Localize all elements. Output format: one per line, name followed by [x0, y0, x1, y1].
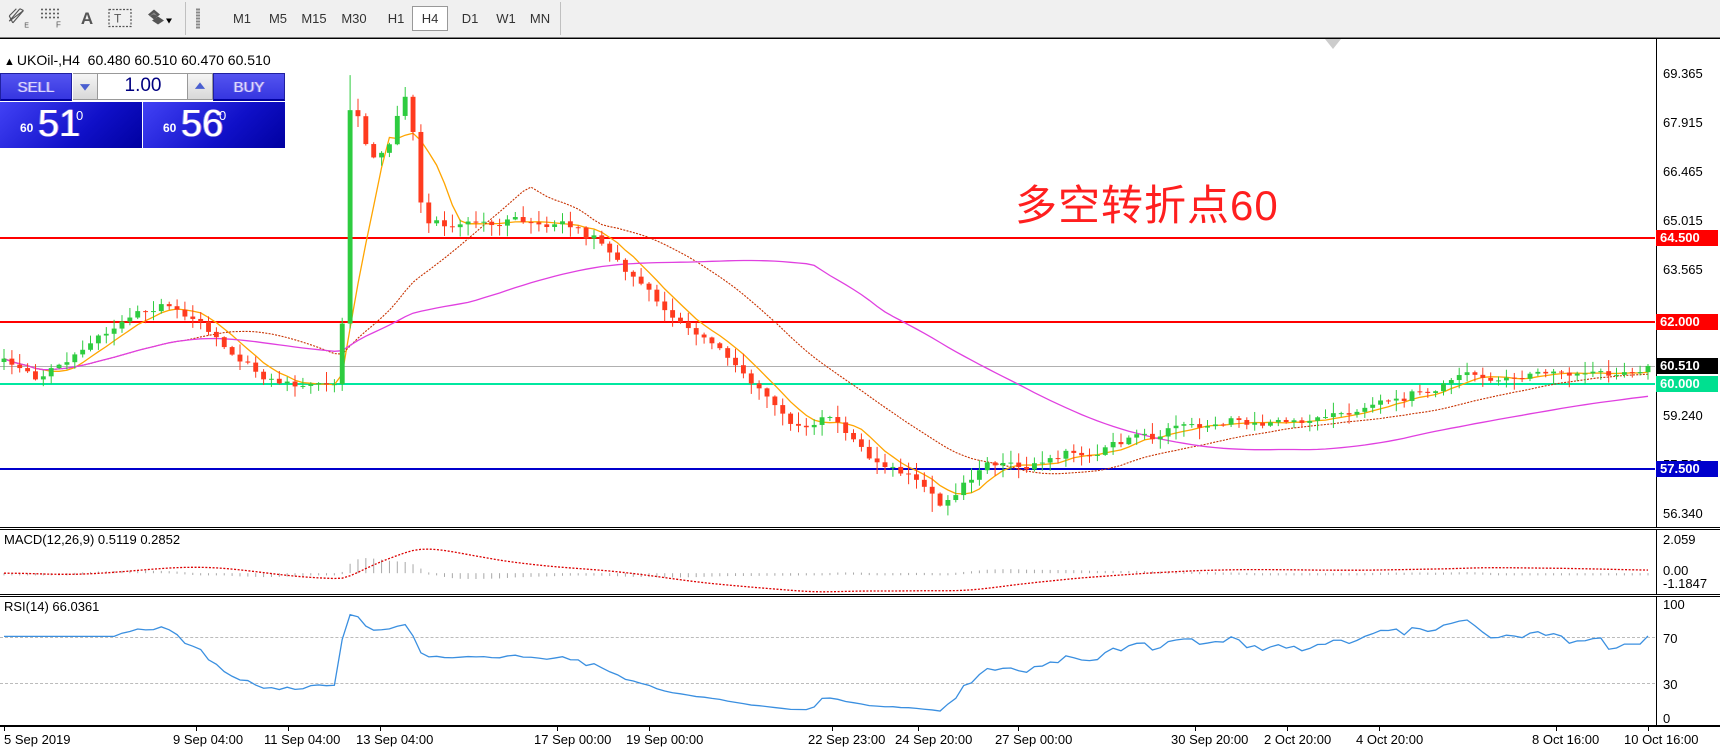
svg-text:E: E — [24, 22, 29, 29]
svg-text:F: F — [56, 21, 61, 30]
svg-text:T: T — [114, 12, 122, 26]
